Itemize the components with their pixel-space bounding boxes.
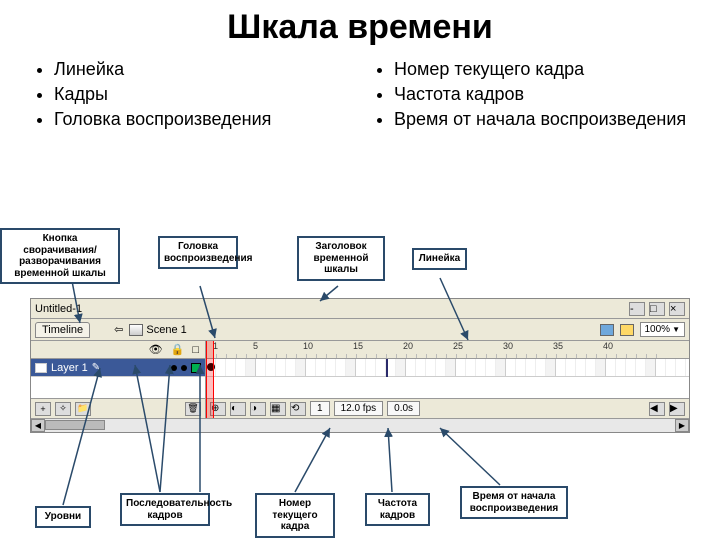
timeline-panel: Untitled-1 ‐ □ × Timeline ⇦ Scene 1 100%…	[30, 298, 690, 433]
lock-dot[interactable]	[181, 365, 187, 371]
status-bar: ⊕ ◐ ◑ ▦ ⟲ 1 12.0 fps 0.0s ◀ ▶	[206, 398, 689, 418]
delete-layer-button[interactable]: 🗑	[185, 402, 201, 416]
playhead[interactable]	[206, 341, 214, 418]
bullet-item: Линейка	[54, 59, 350, 80]
outline-box[interactable]	[191, 363, 201, 373]
frame-ruler[interactable]: 1510152025303540	[206, 341, 689, 359]
callout-curframe_lbl: Номер текущего кадра	[255, 493, 335, 538]
scroll-left-button[interactable]: ◀	[649, 402, 665, 416]
callout-sequence_lbl: Последовательность кадров	[120, 493, 210, 526]
modify-onion-button[interactable]: ⟲	[290, 402, 306, 416]
edit-multiple-button[interactable]: ▦	[270, 402, 286, 416]
callout-playhead_lbl: Головка воспроизведения	[158, 236, 238, 269]
scroll-thumb[interactable]	[45, 420, 105, 430]
layer-row[interactable]: Layer 1 ✎	[31, 359, 205, 377]
scene-label[interactable]: Scene 1	[129, 324, 186, 336]
add-layer-button[interactable]: +	[35, 402, 51, 416]
bullets-right: Номер текущего кадра Частота кадров Время …	[370, 55, 690, 134]
callout-fps_lbl: Частота кадров	[365, 493, 430, 526]
eye-icon[interactable]: 👁	[149, 343, 163, 356]
bullet-columns: Линейка Кадры Головка воспроизведения Номе…	[0, 47, 720, 134]
layer-name: Layer 1	[51, 362, 88, 374]
timeline-column: 1510152025303540 ⊕ ◐ ◑ ▦ ⟲ 1 12.0 fps 0.…	[206, 341, 689, 418]
scene-icon	[129, 324, 143, 336]
bullet-item: Время от начала воспроизведения	[394, 109, 690, 130]
minimize-button[interactable]: ‐	[629, 302, 645, 316]
back-arrow-icon[interactable]: ⇦	[114, 323, 123, 336]
callout-elapsed_lbl: Время от начала воспроизведения	[460, 486, 568, 519]
add-folder-button[interactable]: 📁	[75, 402, 91, 416]
bullet-item: Головка воспроизведения	[54, 109, 350, 130]
callout-ruler_lbl: Линейка	[412, 248, 467, 270]
callout-collapse_btn: Кнопка сворачивания/разворачивания време…	[0, 228, 120, 284]
horizontal-scrollbar[interactable]: ◀ ▶	[31, 418, 689, 432]
close-button[interactable]: ×	[669, 302, 685, 316]
pencil-icon: ✎	[92, 362, 100, 373]
layer-footer: + ✧ 📁 🗑	[31, 398, 205, 418]
maximize-button[interactable]: □	[649, 302, 665, 316]
zoom-select[interactable]: 100%▼	[640, 322, 686, 337]
visibility-dot[interactable]	[171, 365, 177, 371]
outline-icon[interactable]: □	[192, 344, 199, 356]
frames-row[interactable]	[206, 359, 689, 377]
edit-symbols-icon[interactable]	[620, 324, 634, 336]
document-title: Untitled-1	[35, 303, 82, 315]
layer-header: 👁 🔒 □	[31, 341, 205, 359]
scroll-right-arrow[interactable]: ▶	[675, 419, 689, 432]
onion-skin-button[interactable]: ◐	[230, 402, 246, 416]
callout-header_lbl: Заголовок временной шкалы	[297, 236, 385, 281]
timeline-tab[interactable]: Timeline	[35, 322, 90, 338]
callout-levels_lbl: Уровни	[35, 506, 91, 528]
edit-scene-icon[interactable]	[600, 324, 614, 336]
lock-icon[interactable]: 🔒	[171, 343, 185, 356]
add-guide-button[interactable]: ✧	[55, 402, 71, 416]
panel-toolbar: Timeline ⇦ Scene 1 100%▼	[31, 319, 689, 341]
frame-marker	[386, 359, 388, 377]
bullet-item: Частота кадров	[394, 84, 690, 105]
scroll-right-button[interactable]: ▶	[669, 402, 685, 416]
slide-title: Шкала времени	[0, 8, 720, 47]
bullets-left: Линейка Кадры Головка воспроизведения	[30, 55, 350, 134]
fps-readout: 12.0 fps	[334, 401, 384, 416]
bullet-item: Номер текущего кадра	[394, 59, 690, 80]
onion-outline-button[interactable]: ◑	[250, 402, 266, 416]
scroll-left-arrow[interactable]: ◀	[31, 419, 45, 432]
layer-icon	[35, 363, 47, 373]
panel-titlebar: Untitled-1 ‐ □ ×	[31, 299, 689, 319]
layers-column: 👁 🔒 □ Layer 1 ✎ + ✧ 📁 🗑	[31, 341, 206, 418]
current-frame-readout: 1	[310, 401, 330, 416]
elapsed-readout: 0.0s	[387, 401, 420, 416]
bullet-item: Кадры	[54, 84, 350, 105]
